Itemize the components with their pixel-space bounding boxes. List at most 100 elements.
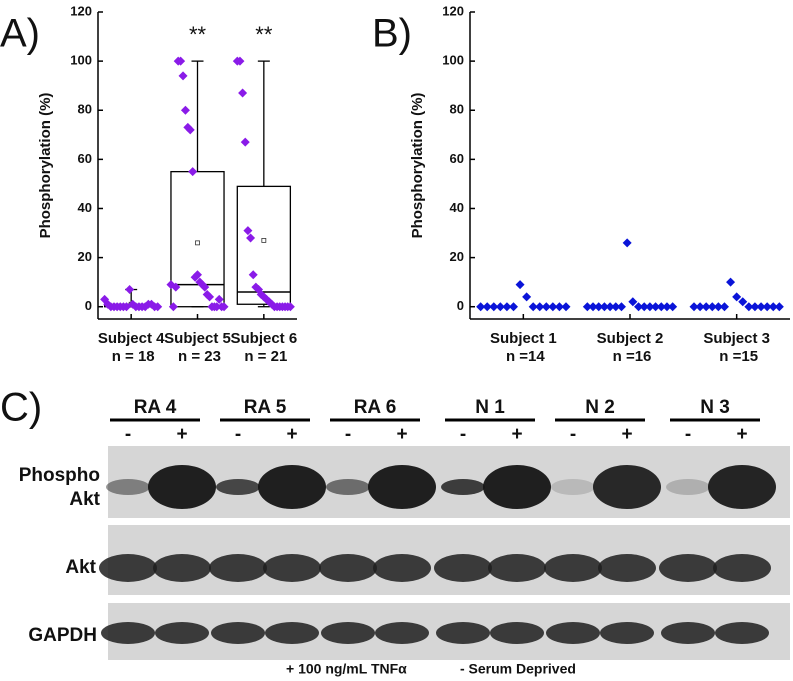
data-point	[246, 233, 256, 243]
data-point	[541, 302, 551, 312]
blot-band	[321, 622, 375, 644]
blot-band	[265, 622, 319, 644]
y-tick-label: 80	[450, 102, 464, 117]
data-point	[732, 292, 742, 302]
data-point	[744, 302, 754, 312]
blot-band	[101, 622, 155, 644]
y-axis-label: Phosphorylation (%)	[409, 93, 426, 239]
x-tick-label: Subject 4	[98, 330, 165, 347]
blot-band	[263, 554, 321, 582]
y-tick-label: 60	[450, 151, 464, 166]
y-tick-label: 40	[450, 200, 464, 215]
blot-band	[216, 479, 260, 495]
group-label: RA 4	[134, 397, 177, 418]
n-label: n = 21	[244, 348, 287, 365]
n-label: n =16	[613, 348, 652, 365]
data-point	[183, 122, 193, 132]
footnote: - Serum Deprived	[460, 661, 576, 677]
x-tick-label: Subject 3	[703, 330, 770, 347]
data-point	[180, 105, 190, 115]
lane-label: +	[176, 424, 187, 445]
y-axis-label: Phosphorylation (%)	[37, 93, 54, 239]
data-point	[689, 302, 699, 312]
data-point	[240, 137, 250, 147]
data-point	[611, 302, 621, 312]
data-point	[616, 302, 626, 312]
data-point	[482, 302, 492, 312]
data-point	[176, 56, 186, 66]
data-point	[235, 56, 245, 66]
data-point	[188, 167, 198, 177]
row-label: Phospho	[19, 465, 100, 486]
data-point	[668, 302, 678, 312]
blot-band	[483, 465, 551, 509]
blot-band	[666, 479, 710, 495]
data-point	[651, 302, 661, 312]
data-point	[628, 297, 638, 307]
data-point	[561, 302, 571, 312]
blot-band	[441, 479, 485, 495]
blot-band	[436, 622, 490, 644]
mean	[261, 238, 267, 243]
x-tick-label: Subject 5	[164, 330, 231, 347]
data-point	[168, 302, 178, 312]
x-tick-label: Subject 6	[230, 330, 297, 347]
data-point	[489, 302, 499, 312]
data-point	[656, 302, 666, 312]
data-point	[476, 302, 486, 312]
blot-band	[211, 622, 265, 644]
blot-band	[600, 622, 654, 644]
data-point	[535, 302, 545, 312]
lane-label: +	[286, 424, 297, 445]
lane-label: +	[396, 424, 407, 445]
data-point	[243, 226, 253, 236]
lane-label: +	[511, 424, 522, 445]
blot-band	[708, 465, 776, 509]
data-point	[605, 302, 615, 312]
data-point	[726, 277, 736, 287]
group-label: N 2	[585, 397, 615, 418]
data-point	[153, 302, 163, 312]
x-tick-label: Subject 2	[597, 330, 664, 347]
blot-band	[375, 622, 429, 644]
data-point	[528, 302, 538, 312]
blot-band	[544, 554, 602, 582]
blot-band	[373, 554, 431, 582]
blot-band	[258, 465, 326, 509]
data-point	[200, 282, 210, 292]
blot-band	[598, 554, 656, 582]
blot-band	[368, 465, 436, 509]
significance: **	[255, 22, 273, 47]
data-point	[762, 302, 772, 312]
group-label: N 3	[700, 397, 730, 418]
data-point	[548, 302, 558, 312]
data-point	[212, 302, 222, 312]
blot-band	[153, 554, 211, 582]
data-point	[193, 270, 202, 280]
data-point	[238, 88, 248, 98]
data-point	[125, 285, 135, 295]
blot-band	[99, 554, 157, 582]
panel-label: B)	[372, 12, 412, 56]
data-point	[634, 302, 644, 312]
blot-band	[434, 554, 492, 582]
data-point	[594, 302, 604, 312]
blot-band	[593, 465, 661, 509]
y-tick-label: 20	[450, 249, 464, 264]
box	[236, 185, 292, 305]
data-point	[707, 302, 717, 312]
lane-label: +	[736, 424, 747, 445]
lane-label: -	[685, 424, 691, 445]
group-label: RA 5	[244, 397, 287, 418]
blot-band	[326, 479, 370, 495]
data-point	[285, 302, 295, 312]
data-point	[774, 302, 784, 312]
mean	[195, 240, 200, 246]
box	[170, 170, 225, 308]
data-point	[502, 302, 512, 312]
blot-band	[488, 554, 546, 582]
y-tick-label: 60	[78, 151, 92, 166]
data-point	[214, 294, 224, 304]
y-tick-label: 80	[78, 102, 92, 117]
